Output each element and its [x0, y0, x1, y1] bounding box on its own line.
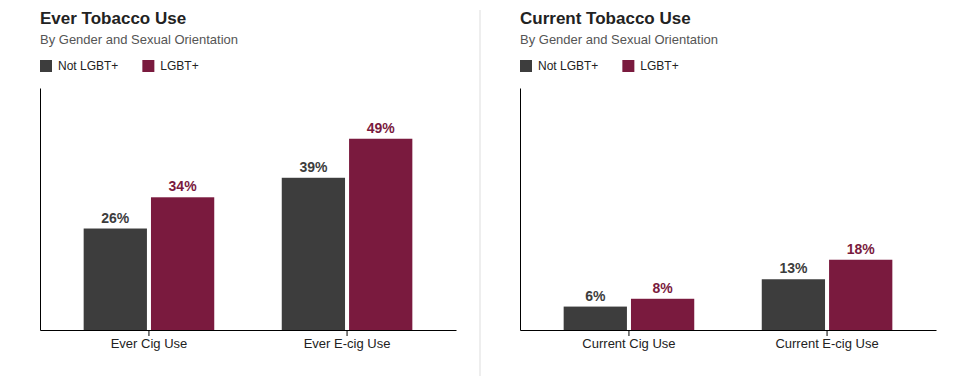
title: Current Tobacco Use [520, 9, 691, 28]
bar [282, 178, 345, 330]
x-tick-mark [148, 330, 149, 336]
x-tick-label: Current Cig Use [582, 336, 675, 351]
data-label: 34% [169, 178, 198, 194]
data-label: 26% [101, 210, 130, 226]
chart-root: Ever Tobacco Use By Gender and Sexual Ori… [0, 0, 960, 386]
data-labels: 6% 13% 8% 18% [585, 241, 875, 304]
bars [84, 139, 413, 330]
x-tick: Ever Cig Use [111, 330, 188, 351]
bar [762, 279, 825, 330]
legend-swatch [622, 60, 634, 72]
x-axis: Current Cig Use Current E-cig Use [521, 330, 937, 351]
data-label: 49% [367, 120, 396, 136]
bars [564, 260, 893, 330]
data-label: 8% [652, 280, 673, 296]
y-axis-line [520, 89, 521, 331]
legend-label: LGBT+ [160, 59, 198, 73]
x-tick-mark [347, 330, 348, 336]
legend-item: Not LGBT+ [520, 59, 598, 73]
bar [84, 229, 147, 330]
x-tick: Current E-cig Use [775, 330, 878, 351]
y-axis [40, 89, 41, 331]
x-tick-label: Ever Cig Use [111, 336, 188, 351]
subtitle: By Gender and Sexual Orientation [520, 32, 718, 47]
panel: Ever Tobacco Use By Gender and Sexual Ori… [40, 9, 457, 351]
x-tick-mark [827, 330, 828, 336]
y-axis [520, 89, 521, 331]
x-tick-label: Ever E-cig Use [304, 336, 391, 351]
legend-swatch [40, 60, 52, 72]
subtitle: By Gender and Sexual Orientation [40, 32, 238, 47]
x-axis-line [521, 330, 937, 331]
legend-label: Not LGBT+ [58, 59, 118, 73]
data-label: 18% [847, 241, 876, 257]
legend-swatch [142, 60, 154, 72]
bar [631, 299, 694, 330]
legend-label: LGBT+ [640, 59, 678, 73]
x-tick-mark [628, 330, 629, 336]
legend-item: LGBT+ [142, 59, 198, 73]
data-label: 6% [585, 288, 606, 304]
legend-item: LGBT+ [622, 59, 678, 73]
x-axis: Ever Cig Use Ever E-cig Use [41, 330, 457, 351]
x-tick: Current Cig Use [582, 330, 675, 351]
data-labels: 26% 39% 34% 49% [101, 120, 395, 226]
bar [564, 307, 627, 330]
bar [349, 139, 412, 330]
legend-label: Not LGBT+ [538, 59, 598, 73]
divider [480, 10, 481, 376]
legend: Not LGBT+ LGBT+ [40, 59, 199, 73]
x-axis-line [41, 330, 457, 331]
y-axis-line [40, 89, 41, 331]
data-label: 39% [299, 159, 328, 175]
bar [829, 260, 892, 330]
bar [151, 197, 214, 330]
legend-item: Not LGBT+ [40, 59, 118, 73]
legend-swatch [520, 60, 532, 72]
data-label: 13% [779, 260, 808, 276]
x-tick: Ever E-cig Use [304, 330, 391, 351]
panel: Current Tobacco Use By Gender and Sexual … [520, 9, 937, 351]
legend: Not LGBT+ LGBT+ [520, 59, 679, 73]
x-tick-label: Current E-cig Use [775, 336, 878, 351]
title: Ever Tobacco Use [40, 9, 186, 28]
